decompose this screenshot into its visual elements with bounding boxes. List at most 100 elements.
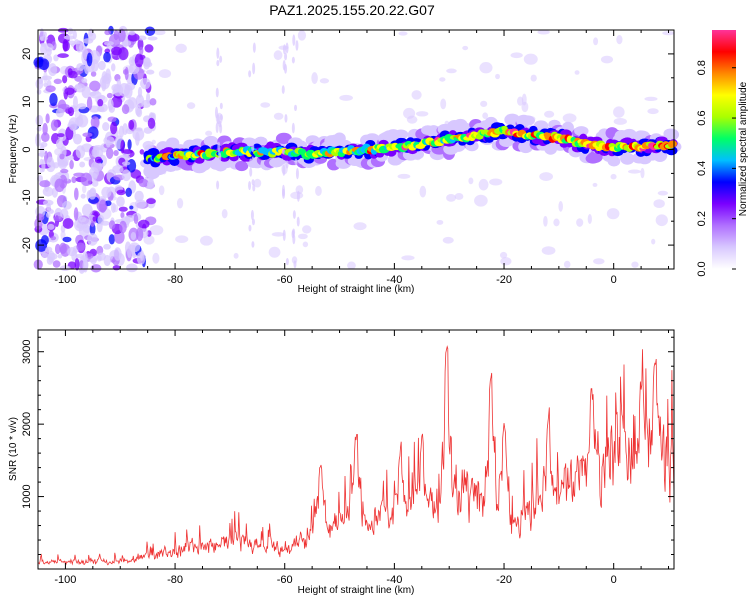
colorbar-tick-label: 0.4 [696,161,708,176]
spectrogram-cell [106,92,113,99]
spectrogram-cell [600,55,614,64]
spectrogram-x-tick-label: -100 [54,274,76,286]
spectrogram-cell [105,147,114,159]
spectrogram-cell [248,70,252,78]
spectrogram-cell [107,116,117,123]
spectrogram-cell [122,69,129,75]
spectrogram-cell [252,184,256,192]
spectrogram-cell [118,206,128,212]
spectrogram-cell [398,31,408,36]
spectrogram-cell [42,186,54,197]
snr-x-tick-label: -40 [386,574,402,586]
spectrogram-cell [219,102,223,110]
spectrogram-cell [88,28,94,37]
spectrogram-cell [662,31,675,36]
spectrogram-cell [44,43,54,52]
spectrogram-cell [36,89,42,95]
spectrogram-cell [436,219,444,225]
colorbar-tick-label: 0.6 [696,110,708,125]
spectrogram-cell [468,177,474,185]
spectrogram-cell [610,173,617,180]
spectrogram-cell [103,254,111,267]
spectrogram-cell [59,242,67,254]
spectrogram-cell [138,178,149,188]
spectrogram-cell [518,140,534,154]
spectrogram-cell [128,242,141,253]
spectrogram-cell [104,29,112,36]
spectrogram-cell [146,179,155,190]
spectrogram-cell [50,119,59,132]
spectrogram-cell [53,78,63,85]
spectrogram-cell [154,29,166,36]
snr-x-tick-label: -20 [496,574,512,586]
spectrogram-cell [92,216,97,222]
spectrogram-cell [113,149,119,157]
spectrogram-cell [563,260,571,269]
spectrogram-cell [319,78,330,84]
spectrogram-cell [291,56,295,64]
spectrogram-cell [82,203,93,217]
spectrogram-cell [81,77,88,84]
spectrogram-cell [89,187,97,197]
snr-y-tick-label: 2000 [21,412,33,436]
spectrogram-cell [111,46,123,56]
spectrogram-cell [215,87,219,98]
spectrogram-cell [121,161,131,166]
spectrogram-cell [129,205,134,210]
spectrogram-cell [606,208,620,220]
spectrogram-cell [42,199,54,206]
colorbar-ticks: 0.0 0.2 0.4 0.6 0.8 [696,60,736,277]
spectrogram-cell [41,159,46,173]
spectrogram-cell [235,160,249,172]
spectrogram-cell [42,122,48,136]
spectrogram-cell [628,169,641,174]
snr-y-axis-label: SNR (10 * v/v) [8,417,19,481]
spectrogram-cell [134,53,144,68]
colorbar-label: Normalized spectral amplitude [738,81,749,216]
spectrogram-cell [143,127,153,134]
spectrogram-cell [440,98,447,110]
spectrogram-cell [295,40,299,51]
spectrogram-cell [107,98,114,111]
spectrogram-cell [537,29,550,35]
spectrogram-cell [651,238,656,245]
spectrogram-cell [282,60,286,71]
spectrogram-cell [250,209,254,221]
spectrogram-cell [139,46,144,55]
spectrogram-cell [128,30,136,36]
snr-y-tick-label: 3000 [21,339,33,363]
spectrogram-cell [251,142,255,153]
spectrogram-cell [38,58,50,71]
spectrogram-cell [57,254,63,259]
spectrogram-cell [116,196,125,207]
spectrogram-cell [73,207,79,221]
spectrogram-x-tick-label: -20 [496,274,512,286]
spectrogram-cell [640,167,645,179]
spectrogram-cell [48,209,54,214]
spectrogram-cell [121,104,130,115]
spectrogram-cell [108,234,115,245]
spectrogram-cell [76,63,85,72]
spectrogram-cell [218,152,222,164]
spectrogram-cell [442,236,454,244]
spectrogram-cell [52,162,60,169]
spectrogram-cell [101,186,112,198]
spectrogram-cell [75,145,86,159]
spectrogram-cell [103,73,112,85]
spectrogram-cell [291,122,295,134]
colorbar-tick-label: 0.8 [696,60,708,75]
spectrogram-cell [120,139,125,154]
spectrogram-cell [607,156,621,167]
spectrogram-cell [59,153,65,160]
spectrogram-y-tick-label: 10 [21,96,33,108]
spectrogram-cell [96,252,107,261]
spectrogram-cell [99,94,106,101]
spectrogram-cell [216,47,220,59]
spectrogram-cell [296,216,300,227]
spectrogram-cell [544,110,555,118]
spectrogram-cell [69,159,74,170]
spectrogram-cell [214,106,218,119]
spectrogram-cell [143,61,153,68]
spectrogram-cell [613,117,627,125]
spectrogram-cell [35,78,44,90]
